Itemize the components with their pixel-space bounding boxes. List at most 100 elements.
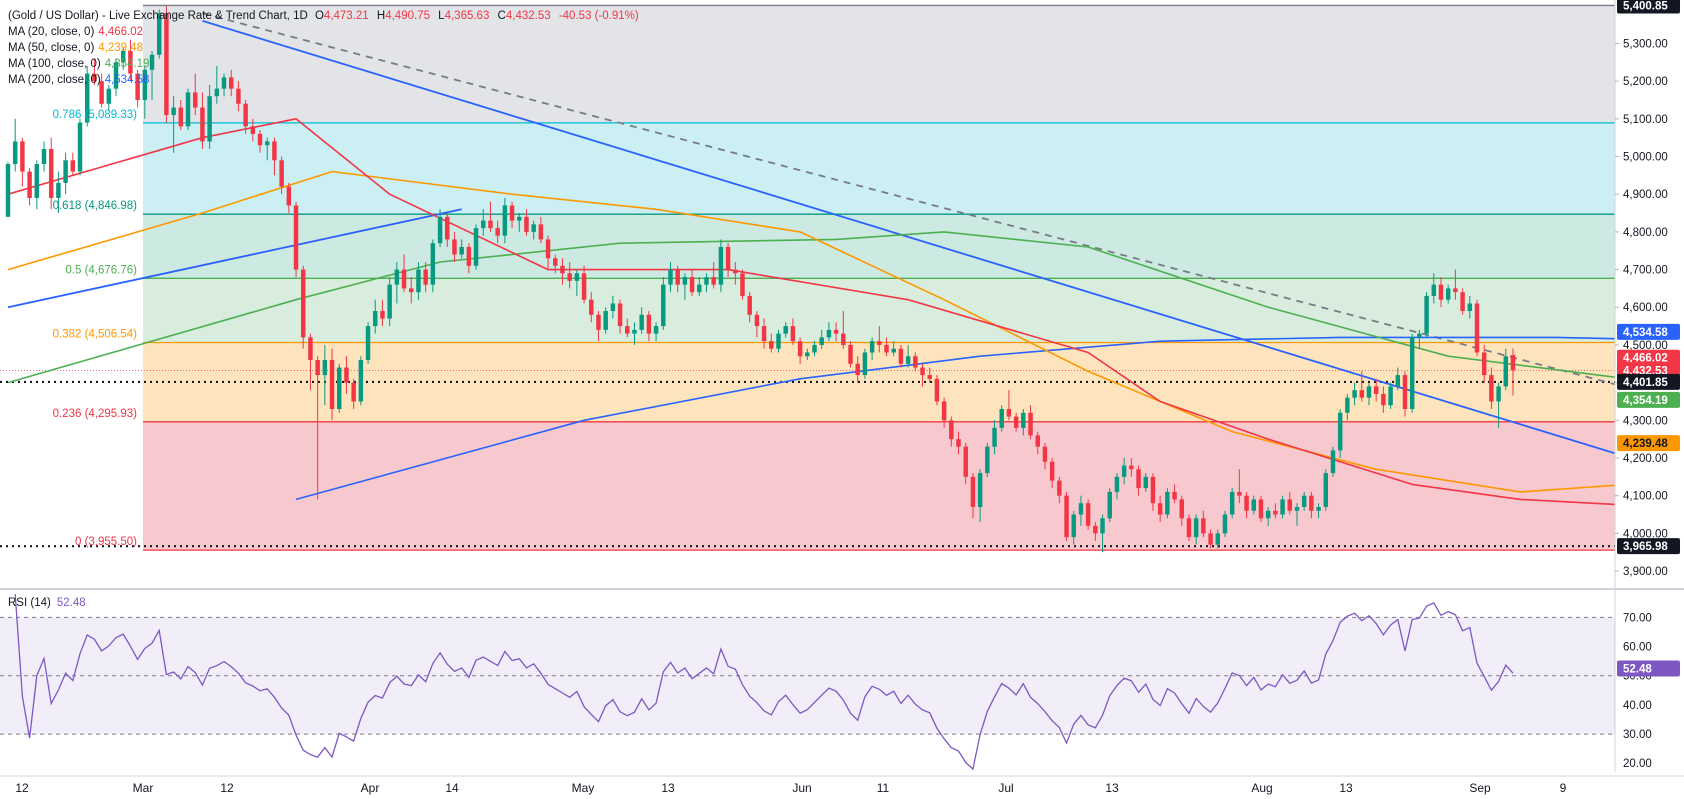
candle-body [473, 228, 479, 266]
candle [272, 137, 277, 176]
ma50-label: MA (50, close, 0) [8, 42, 95, 54]
fib-zone-0 [143, 421, 1615, 551]
candle [106, 84, 112, 112]
candle-body [877, 341, 882, 345]
candle [473, 224, 479, 270]
price-badge: 4,401.85 [1617, 373, 1680, 390]
candle-body [1035, 435, 1040, 447]
candle-body [77, 122, 83, 172]
candle-body [84, 73, 90, 123]
candle-body [1453, 288, 1458, 293]
candle [862, 348, 868, 379]
price-panel [0, 4, 1615, 553]
candle [1186, 514, 1192, 541]
rsi-tick-label: 20.00 [1623, 758, 1652, 770]
candle-body [977, 473, 983, 507]
candle-body [689, 277, 695, 293]
candle [1489, 367, 1494, 409]
candle [524, 209, 529, 236]
candle [445, 213, 450, 247]
candle-body [934, 378, 940, 402]
candle-body [1107, 491, 1112, 519]
candle [423, 262, 428, 293]
candle-body [941, 401, 947, 421]
candle [171, 96, 176, 153]
candle [1323, 469, 1329, 511]
candle [315, 356, 320, 500]
candle [1330, 446, 1336, 477]
candle [1301, 491, 1307, 511]
candle-body [56, 182, 61, 198]
legend-ma100[interactable]: MA (100, close, 0) 4,354.19 [8, 56, 639, 72]
rsi-legend[interactable]: RSI (14) 52.48 [8, 597, 86, 609]
price-tick-label: 4,100.00 [1623, 491, 1668, 503]
candle-body [1013, 416, 1019, 428]
candle-body [1143, 476, 1148, 489]
candle [1258, 495, 1264, 523]
price-axis: 3,900.00 4,000.00 4,100.00 4,200.00 4,300.00… [1614, 0, 1680, 772]
candle-body [812, 344, 817, 353]
candle-body [949, 420, 954, 440]
candle [207, 84, 212, 149]
candle [848, 341, 853, 368]
candle [1294, 503, 1300, 526]
candle-body [142, 69, 148, 100]
candle [221, 73, 227, 97]
candle [1222, 510, 1228, 538]
candle-body [1373, 386, 1379, 394]
candle-body [466, 246, 472, 266]
candle-body [437, 216, 443, 244]
candle [1445, 284, 1451, 304]
candle-body [1496, 386, 1501, 402]
candle-body [848, 344, 853, 364]
candle-body [502, 205, 508, 236]
candle [466, 243, 472, 274]
candle [812, 341, 817, 357]
price-badge-bg [1617, 349, 1680, 366]
price-badge-bg [1617, 391, 1680, 408]
candle-body [1309, 495, 1314, 511]
candle [1035, 431, 1040, 455]
candle [156, 9, 162, 59]
price-tick-label: 4,700.00 [1623, 265, 1668, 277]
ma100-label: MA (100, close, 0) [8, 58, 101, 70]
candle-body [20, 141, 25, 172]
candle [956, 431, 961, 455]
candle-body [1251, 499, 1256, 511]
candle [509, 201, 515, 229]
high-value: 4,490.75 [385, 10, 430, 22]
candle-body [459, 246, 464, 255]
price-badge: 4,239.48 [1617, 435, 1680, 452]
candle [99, 73, 104, 108]
candle-body [769, 341, 774, 349]
candle-body [70, 160, 76, 172]
candle [1237, 469, 1242, 504]
candle-body [754, 314, 760, 327]
candle-body [1208, 533, 1213, 545]
candle-body [1114, 476, 1120, 492]
candle [1121, 457, 1127, 485]
candle [149, 50, 155, 100]
legend-ma20[interactable]: MA (20, close, 0) 4,466.02 [8, 24, 639, 40]
price-tick-label: 4,500.00 [1623, 340, 1668, 352]
candle-body [1021, 412, 1026, 428]
candle-body [1165, 491, 1170, 515]
candle-body [1136, 469, 1141, 489]
time-label: 9 [1560, 781, 1567, 795]
candle [1431, 273, 1437, 304]
legend-ma200[interactable]: MA (200, close, 0) 4,534.58 [8, 72, 639, 88]
candle [891, 341, 896, 357]
candle-body [1280, 499, 1285, 515]
candle-body [1121, 465, 1127, 477]
price-badge-label: 4,466.02 [1623, 353, 1668, 365]
candle-body [380, 311, 385, 319]
candle [70, 152, 76, 176]
candle-body [956, 439, 961, 447]
candle [1150, 473, 1156, 511]
legend-ma50[interactable]: MA (50, close, 0) 4,239.48 [8, 40, 639, 56]
candle [1100, 514, 1105, 553]
ohlc-header: (Gold / US Dollar) - Live Exchange Rate … [8, 8, 639, 24]
candle [1359, 371, 1365, 402]
candle-body [481, 220, 486, 229]
